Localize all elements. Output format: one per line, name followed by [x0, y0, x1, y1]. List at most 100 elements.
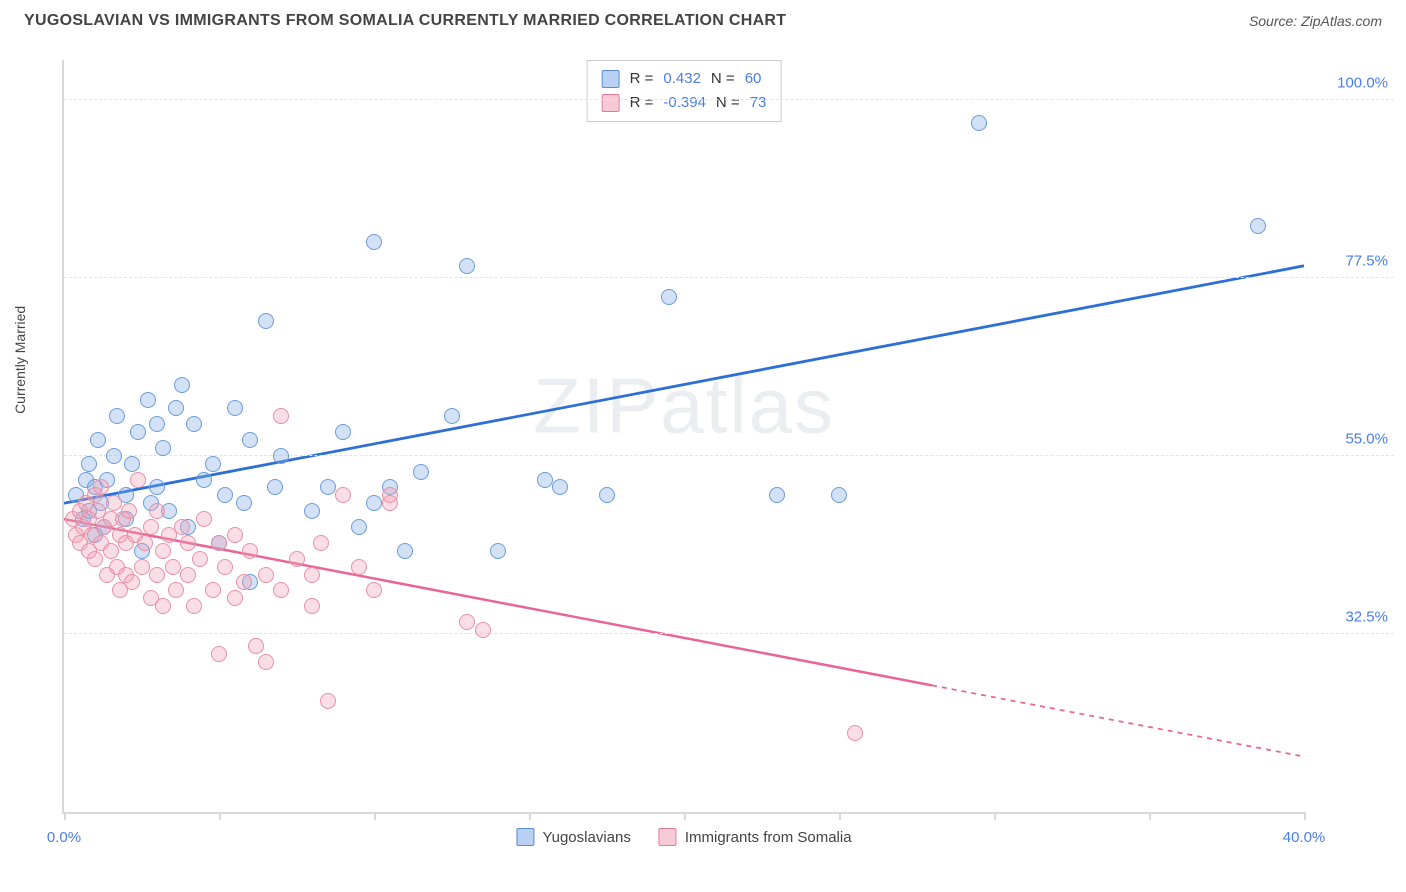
- x-tick: [839, 812, 841, 820]
- x-tick: [529, 812, 531, 820]
- data-point: [180, 567, 196, 583]
- data-point: [242, 543, 258, 559]
- chart-header: YUGOSLAVIAN VS IMMIGRANTS FROM SOMALIA C…: [0, 0, 1406, 36]
- data-point: [335, 487, 351, 503]
- x-tick: [1149, 812, 1151, 820]
- data-point: [304, 567, 320, 583]
- data-point: [475, 622, 491, 638]
- data-point: [366, 495, 382, 511]
- legend-series: Yugoslavians Immigrants from Somalia: [516, 828, 851, 846]
- n-value: 60: [745, 67, 762, 91]
- gridline: [64, 99, 1394, 100]
- r-label: R =: [630, 67, 654, 91]
- r-value: 0.432: [663, 67, 701, 91]
- data-point: [168, 400, 184, 416]
- x-tick-label: 40.0%: [1283, 829, 1326, 846]
- data-point: [227, 400, 243, 416]
- data-point: [273, 582, 289, 598]
- x-tick: [64, 812, 66, 820]
- data-point: [186, 598, 202, 614]
- data-point: [227, 527, 243, 543]
- y-tick-label: 100.0%: [1337, 74, 1388, 91]
- data-point: [351, 559, 367, 575]
- data-point: [121, 503, 137, 519]
- data-point: [661, 289, 677, 305]
- data-point: [304, 503, 320, 519]
- legend-swatch-blue: [602, 70, 620, 88]
- data-point: [106, 495, 122, 511]
- data-point: [196, 511, 212, 527]
- x-tick-label: 0.0%: [47, 829, 81, 846]
- data-point: [155, 543, 171, 559]
- data-point: [236, 495, 252, 511]
- data-point: [155, 440, 171, 456]
- legend-swatch-pink: [659, 828, 677, 846]
- data-point: [186, 416, 202, 432]
- data-point: [320, 693, 336, 709]
- data-point: [155, 598, 171, 614]
- data-point: [248, 638, 264, 654]
- data-point: [143, 519, 159, 535]
- data-point: [413, 464, 429, 480]
- data-point: [211, 535, 227, 551]
- data-point: [459, 614, 475, 630]
- data-point: [90, 432, 106, 448]
- data-point: [192, 551, 208, 567]
- x-tick: [219, 812, 221, 820]
- data-point: [366, 234, 382, 250]
- n-label: N =: [716, 91, 740, 115]
- x-tick: [684, 812, 686, 820]
- data-point: [831, 487, 847, 503]
- data-point: [168, 582, 184, 598]
- plot-area: ZIPatlas R = 0.432 N = 60 R = -0.394 N =…: [62, 60, 1304, 814]
- data-point: [258, 567, 274, 583]
- legend-correlation: R = 0.432 N = 60 R = -0.394 N = 73: [587, 60, 782, 122]
- gridline: [64, 277, 1394, 278]
- data-point: [140, 392, 156, 408]
- data-point: [289, 551, 305, 567]
- data-point: [134, 559, 150, 575]
- data-point: [174, 519, 190, 535]
- data-point: [258, 313, 274, 329]
- data-point: [490, 543, 506, 559]
- data-point: [382, 487, 398, 503]
- gridline: [64, 455, 1394, 456]
- y-axis-label: Currently Married: [12, 306, 28, 414]
- legend-item: Yugoslavians: [516, 828, 630, 846]
- x-tick: [1304, 812, 1306, 820]
- legend-label: Immigrants from Somalia: [685, 829, 852, 846]
- data-point: [106, 448, 122, 464]
- data-point: [971, 115, 987, 131]
- data-point: [149, 567, 165, 583]
- legend-row: R = 0.432 N = 60: [602, 67, 767, 91]
- data-point: [205, 582, 221, 598]
- data-point: [149, 416, 165, 432]
- data-point: [537, 472, 553, 488]
- chart-container: Currently Married ZIPatlas R = 0.432 N =…: [24, 48, 1394, 872]
- legend-row: R = -0.394 N = 73: [602, 91, 767, 115]
- y-tick-label: 77.5%: [1345, 252, 1388, 269]
- r-label: R =: [630, 91, 654, 115]
- data-point: [769, 487, 785, 503]
- data-point: [320, 479, 336, 495]
- x-tick: [374, 812, 376, 820]
- data-point: [130, 472, 146, 488]
- data-point: [149, 479, 165, 495]
- data-point: [351, 519, 367, 535]
- data-point: [459, 258, 475, 274]
- y-tick-label: 55.0%: [1345, 430, 1388, 447]
- data-point: [124, 456, 140, 472]
- data-point: [180, 535, 196, 551]
- data-point: [242, 432, 258, 448]
- y-tick-label: 32.5%: [1345, 608, 1388, 625]
- data-point: [366, 582, 382, 598]
- source-label: Source: ZipAtlas.com: [1249, 13, 1382, 29]
- data-point: [217, 559, 233, 575]
- data-point: [196, 472, 212, 488]
- data-point: [236, 574, 252, 590]
- data-point: [847, 725, 863, 741]
- data-point: [273, 448, 289, 464]
- data-point: [130, 424, 146, 440]
- x-tick: [994, 812, 996, 820]
- data-point: [165, 559, 181, 575]
